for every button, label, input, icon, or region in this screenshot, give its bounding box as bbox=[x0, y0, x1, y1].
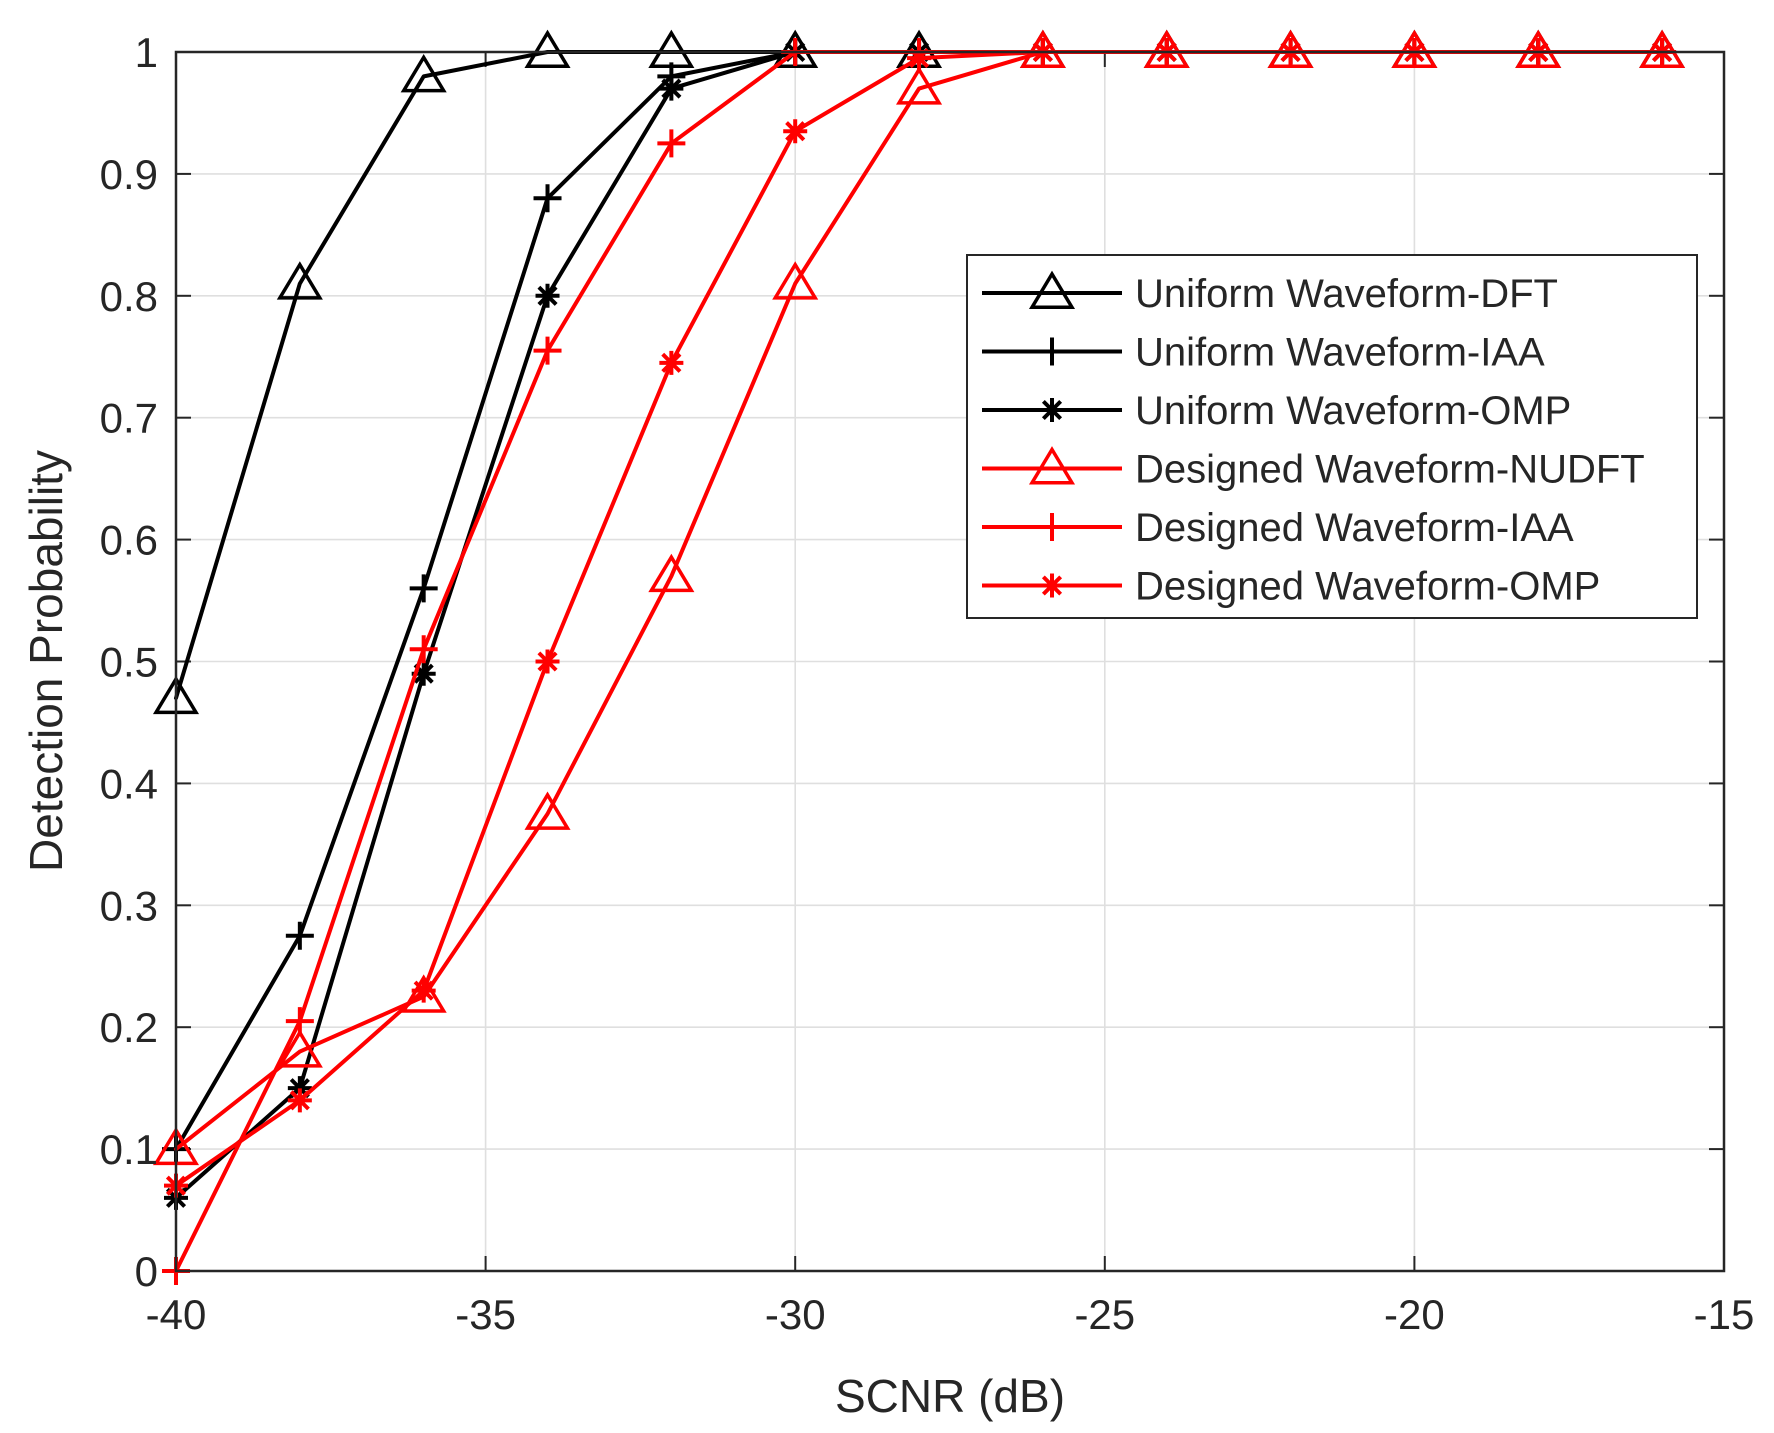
data-point bbox=[535, 649, 560, 674]
legend-marker bbox=[1040, 398, 1064, 422]
data-point bbox=[285, 1007, 314, 1036]
y-tick-label: 0.3 bbox=[100, 882, 158, 929]
data-point bbox=[659, 350, 684, 375]
y-tick-label: 0.6 bbox=[100, 517, 158, 564]
data-point bbox=[287, 1076, 312, 1101]
x-axis-title: SCNR (dB) bbox=[835, 1370, 1065, 1422]
x-tick-label: -30 bbox=[765, 1291, 826, 1338]
y-tick-label: 1 bbox=[135, 29, 158, 76]
grid-lines bbox=[176, 52, 1724, 1271]
data-point bbox=[411, 978, 436, 1003]
y-axis-title: Detection Probability bbox=[20, 450, 72, 872]
data-point bbox=[400, 53, 447, 93]
data-point bbox=[1639, 29, 1686, 68]
data-point bbox=[1267, 29, 1314, 68]
y-tick-label: 0.4 bbox=[100, 760, 158, 807]
data-point bbox=[409, 574, 438, 603]
data-point bbox=[772, 29, 819, 68]
data-point bbox=[648, 553, 695, 593]
plot-frame bbox=[174, 50, 1726, 1273]
data-point bbox=[1019, 29, 1066, 68]
legend-label: Uniform Waveform-DFT bbox=[1135, 272, 1558, 316]
legend-item: Uniform Waveform-DFT bbox=[982, 270, 1558, 316]
x-tick-label: -40 bbox=[146, 1291, 207, 1338]
legend-marker bbox=[1040, 573, 1064, 598]
data-point bbox=[409, 635, 438, 664]
data-point bbox=[1391, 29, 1438, 68]
data-point bbox=[285, 921, 314, 950]
data-point bbox=[535, 283, 560, 308]
y-tick-label: 0.7 bbox=[100, 395, 158, 442]
legend-label: Designed Waveform-IAA bbox=[1135, 506, 1574, 550]
legend-marker bbox=[1038, 337, 1066, 366]
y-tick-label: 0.9 bbox=[100, 151, 158, 198]
x-tick-label: -25 bbox=[1074, 1291, 1135, 1338]
legend-box bbox=[966, 254, 1698, 619]
legend-item: Designed Waveform-OMP bbox=[982, 565, 1600, 609]
data-point bbox=[1143, 29, 1190, 68]
data-point bbox=[533, 184, 562, 213]
data-point bbox=[659, 76, 684, 101]
legend-item: Uniform Waveform-OMP bbox=[982, 389, 1571, 433]
y-tick-label: 0.5 bbox=[100, 639, 158, 686]
y-tick-label: 0 bbox=[135, 1248, 158, 1295]
y-tick-label: 0.2 bbox=[100, 1004, 158, 1051]
x-tick-label: -15 bbox=[1694, 1291, 1755, 1338]
legend-item: Designed Waveform-NUDFT bbox=[982, 446, 1645, 492]
tick-labels: -40 -35 -30 -25 -20 -15 0 0.1 0.2 0.3 0.4 0.5 0.6 0.7… bbox=[100, 29, 1755, 1338]
data-point bbox=[524, 29, 571, 68]
x-tick-label: -35 bbox=[455, 1291, 516, 1338]
data-point bbox=[276, 1029, 323, 1068]
data-point bbox=[783, 119, 808, 144]
x-tick-label: -20 bbox=[1384, 1291, 1445, 1338]
data-point bbox=[411, 661, 436, 686]
y-tick-label: 0.1 bbox=[100, 1126, 158, 1173]
legend-item: Designed Waveform-IAA bbox=[982, 506, 1574, 550]
data-point bbox=[1515, 29, 1562, 68]
legend-item: Uniform Waveform-IAA bbox=[982, 331, 1545, 375]
y-tick-label: 0.8 bbox=[100, 273, 158, 320]
legend-label: Uniform Waveform-IAA bbox=[1135, 331, 1545, 375]
legend-label: Designed Waveform-OMP bbox=[1135, 565, 1600, 609]
legend-label: Designed Waveform-NUDFT bbox=[1135, 448, 1645, 492]
data-point bbox=[276, 261, 323, 300]
legend-marker bbox=[1028, 270, 1076, 309]
data-point bbox=[524, 791, 571, 830]
data-point bbox=[657, 129, 686, 158]
legend-marker bbox=[1028, 446, 1076, 485]
legend-marker bbox=[1038, 513, 1066, 541]
legend-label: Uniform Waveform-OMP bbox=[1135, 389, 1571, 433]
data-point bbox=[400, 974, 447, 1013]
data-point bbox=[895, 66, 943, 105]
data-point bbox=[907, 46, 932, 71]
legend: Uniform Waveform-DFT Uniform Waveform-IAA… bbox=[966, 254, 1698, 619]
data-point bbox=[772, 261, 819, 300]
data-point bbox=[287, 1088, 312, 1113]
data-point bbox=[533, 336, 562, 365]
